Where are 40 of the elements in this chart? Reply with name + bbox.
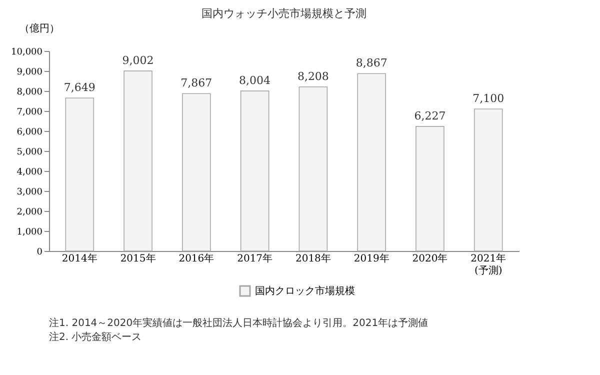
y-tick-label: 6,000 xyxy=(16,128,43,138)
x-tick-label: 2020年 xyxy=(412,252,448,264)
text: 7,867 xyxy=(180,76,212,90)
x-tick-label: 2014年 xyxy=(62,252,98,264)
bar xyxy=(124,70,152,252)
bar xyxy=(474,108,503,252)
chart-title: 国内ウォッチ小売市場規模と予測 xyxy=(202,7,366,20)
text: 8,004 xyxy=(239,74,271,87)
bar xyxy=(416,126,444,252)
y-tick-label: 1,000 xyxy=(16,228,43,238)
bar xyxy=(240,90,270,252)
text: 7,100 xyxy=(472,92,504,105)
y-tick-label: 2,000 xyxy=(16,208,43,218)
text: 8,208 xyxy=(297,70,329,83)
y-axis-title: （億円） xyxy=(20,22,60,34)
text: 7,649 xyxy=(64,81,96,94)
y-tick-label: 9,000 xyxy=(16,68,43,78)
bar xyxy=(298,86,328,252)
text: 8,867 xyxy=(356,56,388,70)
y-tick-label: 10,000 xyxy=(11,48,43,58)
x-tick-label: 2021年 (予測) xyxy=(470,252,506,276)
legend-label: 国内クロック市場規模 xyxy=(255,285,355,297)
y-tick-label: 4,000 xyxy=(16,168,43,178)
x-tick-label: 2015年 xyxy=(120,252,156,264)
text: 注1. 2014～2020年実績値は一般社団法人日本時計協会より引用。2021年は予測値 xyxy=(49,317,428,329)
y-tick-label: 3,000 xyxy=(16,188,43,198)
text: 注2. 小売金額ベース xyxy=(49,331,142,343)
text: 6,227 xyxy=(414,109,446,122)
x-tick-label: 2017年 xyxy=(237,252,273,264)
x-tick-label: 2018年 xyxy=(295,252,331,264)
x-tick-label: 2016年 xyxy=(178,252,214,264)
y-tick-label: 0 xyxy=(36,248,43,258)
bar xyxy=(182,93,211,252)
y-tick-label: 5,000 xyxy=(16,148,43,158)
y-tick-label: 8,000 xyxy=(16,88,43,98)
bar xyxy=(357,73,386,252)
x-tick-label: 2019年 xyxy=(354,252,390,264)
text: 9,002 xyxy=(122,54,154,67)
bar xyxy=(65,98,94,252)
y-tick-label: 7,000 xyxy=(16,108,43,118)
